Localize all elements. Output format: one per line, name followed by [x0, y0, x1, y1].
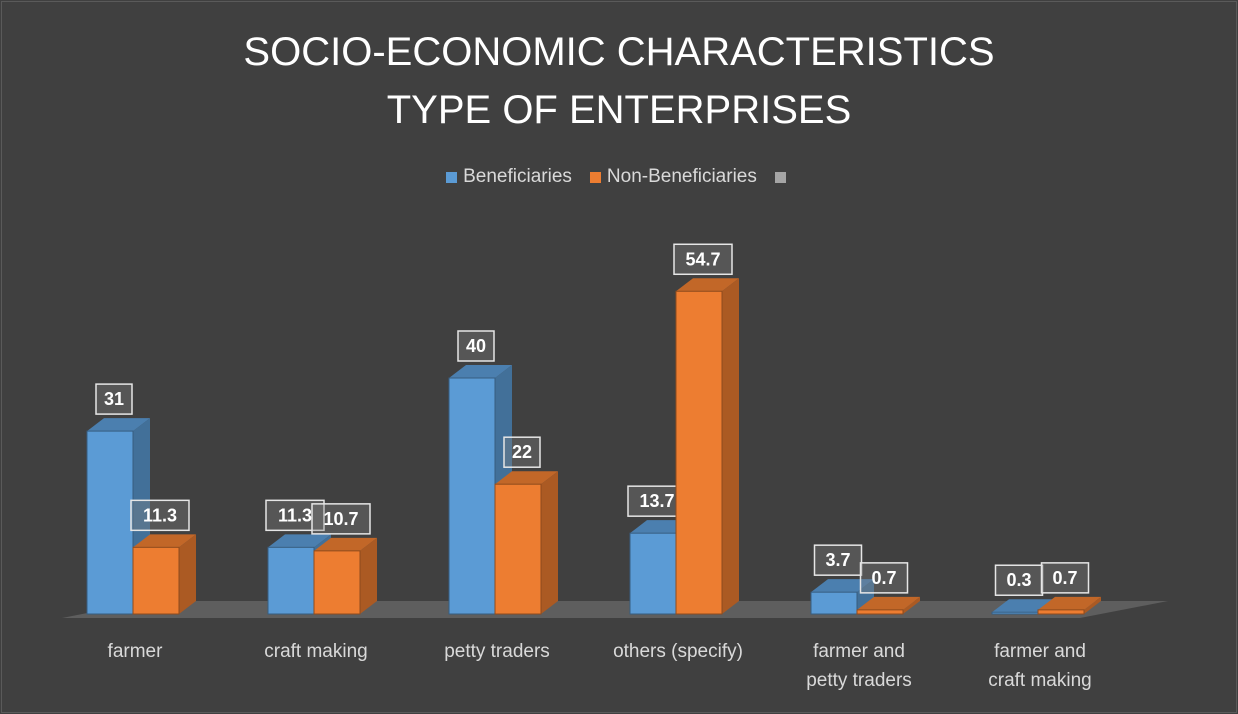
legend-swatch-beneficiaries: [446, 171, 458, 183]
data-label-beneficiaries: 13.7: [639, 491, 674, 511]
bar-side-non-beneficiaries: [722, 278, 739, 614]
legend-label-beneficiaries: Beneficiaries: [463, 166, 572, 187]
category-label: farmer and: [813, 641, 905, 662]
data-label-non-beneficiaries: 10.7: [323, 509, 358, 529]
bar-non-beneficiaries: [675, 290, 723, 615]
data-label-box-non-beneficiaries: [1040, 562, 1090, 594]
data-label-box-non-beneficiaries: [673, 243, 733, 276]
category-label: craft making: [988, 670, 1091, 691]
category-label: farmer: [108, 641, 164, 662]
bar-side-beneficiaries: [857, 579, 874, 614]
bar-top-beneficiaries: [87, 418, 150, 432]
chart-legend: Beneficiaries Non-Beneficiaries: [0, 166, 1238, 188]
data-label-beneficiaries: 11.3: [278, 505, 312, 525]
data-label-beneficiaries: 3.7: [825, 550, 850, 570]
chart-title-line2: TYPE OF ENTERPRISES: [386, 88, 852, 132]
data-label-box-non-beneficiaries: [130, 499, 190, 532]
bar-beneficiaries: [991, 611, 1039, 615]
bar-top-non-beneficiaries: [857, 596, 920, 610]
bar-non-beneficiaries: [132, 546, 180, 615]
bar-side-non-beneficiaries: [903, 596, 920, 614]
category-label: others (specify): [613, 641, 743, 662]
bar-beneficiaries: [810, 591, 858, 615]
bar-side-non-beneficiaries: [179, 534, 196, 614]
bar-top-beneficiaries: [449, 365, 512, 378]
bar-top-non-beneficiaries: [314, 537, 377, 551]
bar-non-beneficiaries: [313, 550, 361, 615]
data-label-box-beneficiaries: [813, 544, 863, 576]
data-label-non-beneficiaries: 0.7: [1052, 568, 1077, 588]
legend-swatch-non-beneficiaries: [589, 171, 601, 183]
data-label-non-beneficiaries: 0.7: [871, 568, 896, 588]
data-label-box-beneficiaries: [95, 383, 133, 415]
bar-top-non-beneficiaries: [133, 534, 196, 548]
category-label: farmer and: [994, 641, 1086, 662]
bar-side-non-beneficiaries: [1084, 596, 1101, 614]
legend-item-beneficiaries: Beneficiaries: [446, 166, 572, 188]
legend-item-non-beneficiaries: Non-Beneficiaries: [589, 166, 757, 188]
category-label: craft making: [264, 641, 367, 662]
category-label: petty traders: [806, 670, 912, 691]
bar-non-beneficiaries: [494, 483, 542, 615]
bar-top-beneficiaries: [268, 534, 331, 548]
bar-side-non-beneficiaries: [360, 537, 377, 614]
bar-beneficiaries: [629, 532, 677, 615]
data-label-box-non-beneficiaries: [311, 503, 371, 535]
bar-top-non-beneficiaries: [495, 471, 558, 485]
bar-top-non-beneficiaries: [1038, 596, 1101, 610]
data-label-beneficiaries: 40: [466, 336, 486, 356]
category-label: petty traders: [444, 641, 550, 662]
data-label-box-beneficiaries: [994, 564, 1044, 596]
chart-title-line1: SOCIO-ECONOMIC CHARACTERISTICS: [243, 30, 995, 74]
bar-beneficiaries: [267, 546, 315, 615]
bar-non-beneficiaries: [856, 609, 904, 615]
data-label-box-beneficiaries: [457, 330, 495, 362]
legend-item-series3: [774, 171, 792, 183]
bar-non-beneficiaries: [1037, 609, 1085, 615]
legend-swatch-series3: [774, 171, 786, 183]
data-label-beneficiaries: 31: [104, 389, 124, 409]
bar-top-non-beneficiaries: [676, 278, 739, 292]
legend-label-non-beneficiaries: Non-Beneficiaries: [606, 166, 757, 187]
data-label-non-beneficiaries: 22: [512, 442, 532, 462]
data-label-non-beneficiaries: 11.3: [143, 505, 177, 525]
bar-top-beneficiaries: [811, 579, 874, 593]
data-label-non-beneficiaries: 54.7: [685, 249, 720, 269]
bar-beneficiaries: [448, 377, 496, 615]
data-label-box-non-beneficiaries: [859, 562, 909, 594]
data-label-box-non-beneficiaries: [503, 436, 541, 468]
data-label-box-beneficiaries: [265, 499, 325, 532]
bar-beneficiaries: [86, 430, 134, 615]
data-label-beneficiaries: 0.3: [1006, 570, 1031, 590]
bar-side-non-beneficiaries: [541, 471, 558, 614]
